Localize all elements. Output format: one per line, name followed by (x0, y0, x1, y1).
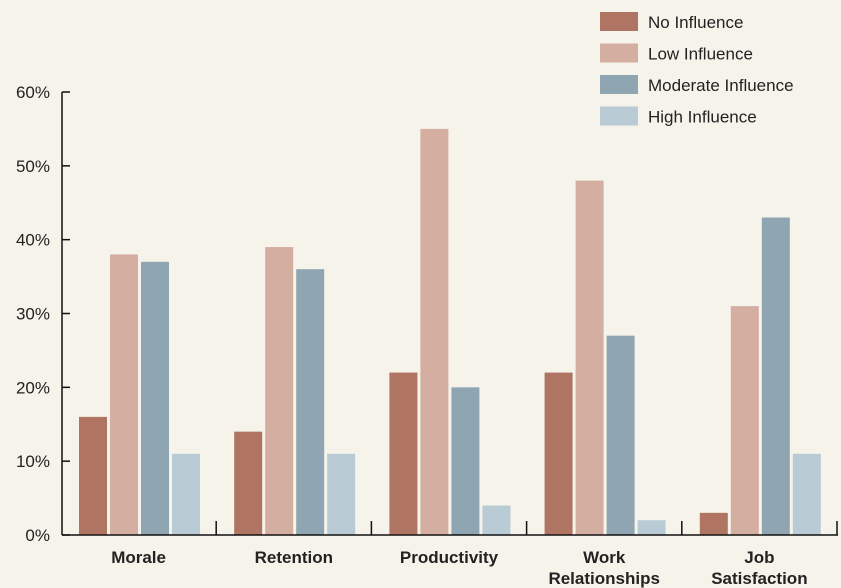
legend-swatch (600, 12, 638, 31)
legend-swatch (600, 106, 638, 126)
x-tick-label: Morale (111, 548, 166, 567)
bar-low-influence (265, 247, 294, 536)
x-tick-label: Productivity (400, 548, 499, 567)
x-tick-label: Work Relationships (548, 548, 659, 588)
bar-high-influence (482, 505, 511, 535)
bar-moderate-influence (606, 335, 635, 535)
bar-low-influence (110, 254, 138, 535)
x-axis: Morale Retention Productivity Work Relations… (62, 521, 838, 588)
x-tick-label: Retention (255, 548, 333, 567)
bar-low-influence (730, 306, 759, 535)
bar-low-influence (575, 180, 604, 535)
y-tick-label: 60% (16, 83, 50, 102)
bar-no-influence (544, 372, 573, 535)
legend-swatch (600, 43, 638, 63)
bar-high-influence (637, 520, 666, 535)
legend-label: Low Influence (648, 45, 753, 64)
y-tick-label: 40% (16, 231, 50, 250)
y-axis: 0% 10% 20% 30% 40% 50% 60% (16, 83, 70, 545)
bars (79, 128, 821, 536)
bar-no-influence (234, 431, 263, 535)
legend-label: High Influence (648, 108, 757, 127)
y-tick-label: 0% (25, 526, 50, 545)
bar-moderate-influence (141, 261, 169, 535)
bar-no-influence (699, 512, 728, 535)
bar-no-influence (79, 416, 107, 535)
x-tick-label: Job Satisfaction (711, 548, 807, 588)
bar-high-influence (172, 453, 200, 535)
y-tick-label: 20% (16, 378, 50, 397)
legend-label: Moderate Influence (648, 76, 794, 95)
legend: No Influence Low Influence Moderate Influe… (600, 12, 794, 127)
bar-high-influence (327, 453, 356, 535)
bar-moderate-influence (761, 217, 790, 535)
legend-label: No Influence (648, 13, 743, 32)
y-tick-label: 50% (16, 157, 50, 176)
bar-high-influence (792, 453, 821, 535)
bar-low-influence (420, 128, 449, 535)
bar-moderate-influence (451, 387, 480, 535)
bar-no-influence (389, 372, 418, 535)
y-tick-label: 30% (16, 305, 50, 324)
bar-moderate-influence (296, 269, 325, 535)
y-tick-label: 10% (16, 452, 50, 471)
legend-swatch (600, 75, 638, 94)
